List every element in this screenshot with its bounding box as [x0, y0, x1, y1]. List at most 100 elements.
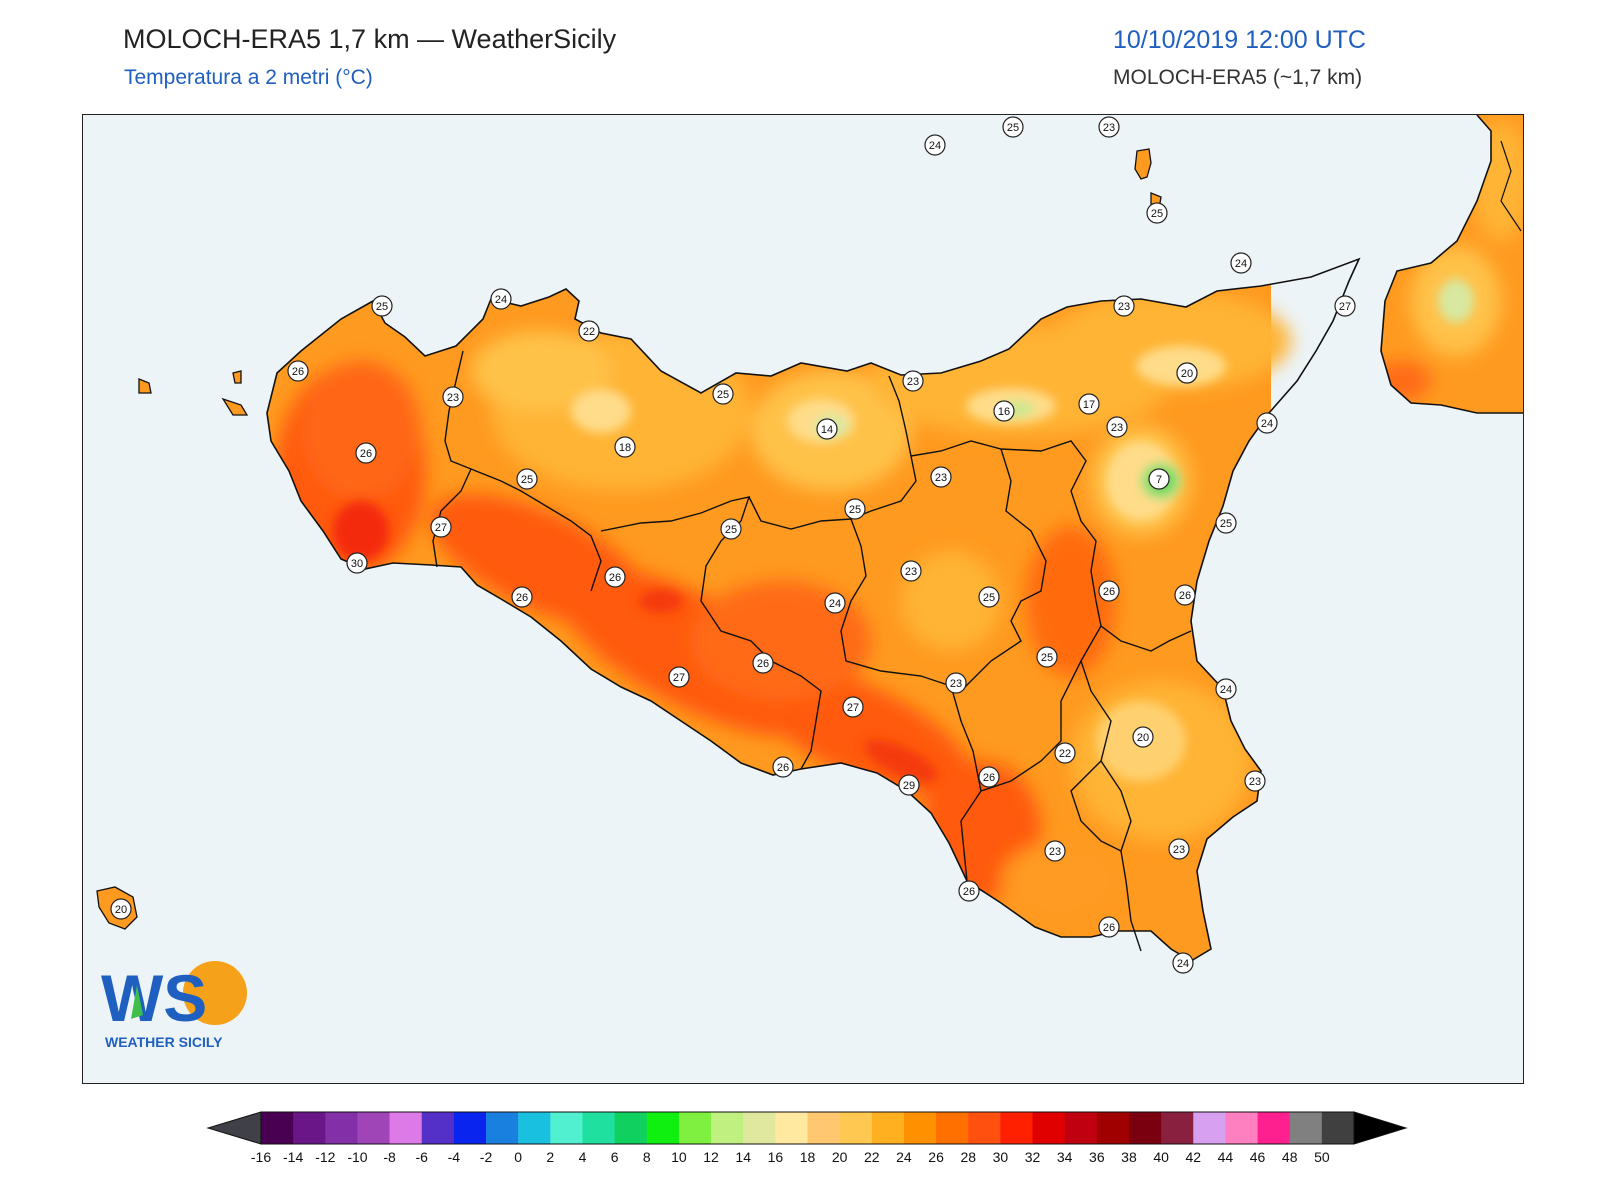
temperature-label: 23 [1044, 840, 1066, 862]
colorbar-tick-label: 16 [768, 1149, 784, 1165]
temperature-label: 24 [1256, 412, 1278, 434]
temperature-value: 14 [821, 424, 833, 436]
colorbar-segment [936, 1112, 969, 1144]
temperature-value: 26 [609, 572, 621, 584]
temperature-value: 26 [1103, 586, 1115, 598]
temperature-label: 24 [490, 288, 512, 310]
temperature-label: 25 [516, 468, 538, 490]
temperature-label: 26 [978, 766, 1000, 788]
colorbar-tick-label: 44 [1218, 1149, 1234, 1165]
temperature-value: 24 [1220, 684, 1232, 696]
temperature-value: 23 [935, 472, 947, 484]
temperature-value: 23 [950, 678, 962, 690]
temperature-value: 20 [115, 904, 127, 916]
temperature-value: 26 [1179, 590, 1191, 602]
colorbar-segment [1161, 1112, 1194, 1144]
temperature-value: 25 [1007, 122, 1019, 134]
temperature-labels: 25 23 24 25 24 25 24 23 27 22 25 26 22 23 23 20 14 16 17 24… [110, 116, 1356, 974]
island-levanzo [232, 370, 242, 384]
temperature-label: 23 [900, 560, 922, 582]
temperature-value: 25 [983, 592, 995, 604]
temperature-label: 23 [1106, 416, 1128, 438]
colorbar-tick-label: 10 [671, 1149, 687, 1165]
temperature-value: 26 [360, 448, 372, 460]
colorbar-segment [871, 1112, 905, 1144]
temperature-label: 20 [1132, 726, 1154, 748]
temperature-value: 25 [717, 389, 729, 401]
temperature-value: 7 [1156, 474, 1162, 486]
colorbar-under-arrow [206, 1111, 262, 1145]
temperature-label: 26 [355, 442, 377, 464]
temperature-value: 20 [1181, 368, 1193, 380]
temperature-value: 20 [1137, 732, 1149, 744]
colorbar-tick-label: 22 [864, 1149, 880, 1165]
colorbar-segment [614, 1112, 648, 1144]
weather-sicily-logo: WS WEATHER SICILY [97, 955, 247, 1055]
temperature-value: 25 [1041, 652, 1053, 664]
temperature-label: 25 [712, 383, 734, 405]
colorbar-segment [646, 1112, 680, 1144]
colorbar-segment [550, 1112, 583, 1144]
colorbar-segment [357, 1112, 391, 1144]
temperature-label: 25 [720, 518, 742, 540]
colorbar-tick-label: 4 [579, 1149, 587, 1165]
colorbar-segment [743, 1112, 776, 1144]
island-favignana [221, 397, 249, 416]
temperature-label: 23 [1168, 838, 1190, 860]
colorbar-tick-label: 50 [1314, 1149, 1330, 1165]
colorbar-tick-label: 48 [1282, 1149, 1298, 1165]
colorbar-tick-label: 12 [703, 1149, 719, 1165]
temperature-label: 24 [924, 134, 946, 156]
temperature-label: 25 [1146, 202, 1168, 224]
temperature-label: 25 [1002, 116, 1024, 138]
colorbar-segment [582, 1112, 616, 1144]
sicily-temperature-field [267, 259, 1291, 961]
colorbar-tick-label: 36 [1089, 1149, 1105, 1165]
colorbar-segment [775, 1112, 808, 1144]
map-subtitle: Temperatura a 2 metri (°C) [124, 66, 373, 89]
temperature-label: 26 [604, 566, 626, 588]
colorbar-tick-label: 28 [960, 1149, 976, 1165]
temperature-label: 23 [1098, 116, 1120, 138]
colorbar-segment [1128, 1112, 1162, 1144]
colorbar-segment [1289, 1112, 1323, 1144]
temperature-label: 26 [511, 586, 533, 608]
colorbar-tick-label: -8 [383, 1149, 396, 1165]
temperature-label: 16 [993, 400, 1015, 422]
colorbar-tick-label: -6 [416, 1149, 429, 1165]
temperature-label: 27 [842, 696, 864, 718]
temperature-value: 22 [1059, 748, 1071, 760]
colorbar-segment [1000, 1112, 1034, 1144]
colorbar-segment [325, 1112, 358, 1144]
temperature-label: 27 [1334, 295, 1356, 317]
temperature-value: 25 [1220, 518, 1232, 530]
temperature-value: 27 [673, 672, 685, 684]
temperature-label: 30 [346, 552, 368, 574]
colorbar-tick-label: 24 [896, 1149, 912, 1165]
temperature-label: 26 [1098, 580, 1120, 602]
colorbar-segment [1193, 1112, 1226, 1144]
temperature-label: 24 [1172, 952, 1194, 974]
colorbar-segment [839, 1112, 873, 1144]
temperature-value: 24 [1261, 418, 1273, 430]
temperature-value: 25 [1151, 208, 1163, 220]
temperature-value: 26 [516, 592, 528, 604]
temperature-label: 25 [978, 586, 1000, 608]
temperature-label: 26 [1174, 584, 1196, 606]
colorbar-segment [486, 1112, 519, 1144]
temperature-value: 24 [1177, 958, 1189, 970]
temperature-label: 20 [1176, 362, 1198, 384]
colorbar-segment [261, 1112, 294, 1144]
temperature-value: 23 [1049, 846, 1061, 858]
temperature-label: 25 [1036, 646, 1058, 668]
temperature-value: 16 [998, 406, 1010, 418]
temperature-map: 25 23 24 25 24 25 24 23 27 22 25 26 22 23 23 20 14 16 17 24… [96, 115, 1523, 974]
colorbar-tick-label: -2 [480, 1149, 493, 1165]
colorbar-tick-label: 2 [546, 1149, 554, 1165]
valid-datetime: 10/10/2019 12:00 UTC [1113, 26, 1366, 54]
temperature-label: 26 [1098, 916, 1120, 938]
colorbar-tick-label: 30 [993, 1149, 1009, 1165]
temperature-value: 26 [983, 772, 995, 784]
colorbar-tick-label: 8 [643, 1149, 651, 1165]
temperature-value: 30 [351, 558, 363, 570]
